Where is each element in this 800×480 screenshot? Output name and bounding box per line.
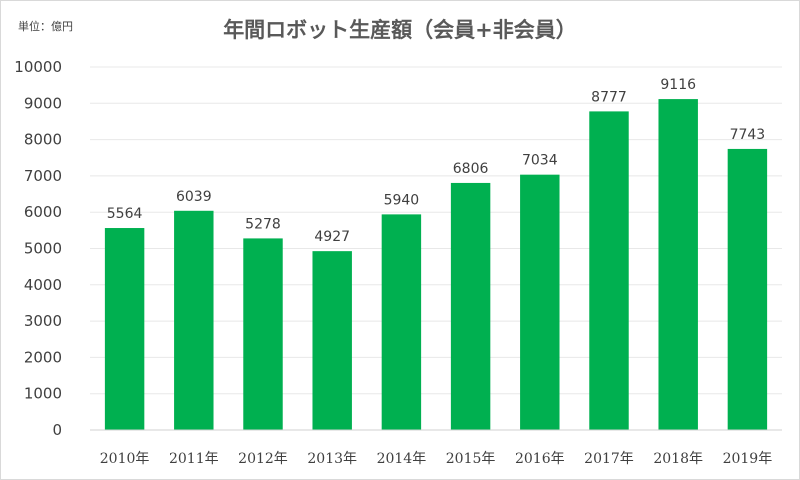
bar [104,228,145,430]
bar [658,99,698,430]
data-label: 6039 [176,189,212,205]
bar [381,214,422,430]
y-tick-label: 3000 [24,312,62,330]
y-tick-label: 0 [52,421,62,439]
data-label: 5940 [384,192,420,208]
y-tick-label: 10000 [14,58,62,76]
data-label: 5564 [107,206,143,222]
bar [727,148,768,431]
data-label: 8777 [591,89,627,105]
data-label: 7743 [730,127,766,143]
y-tick-label: 9000 [24,94,62,112]
y-axis-ticks: 0 1000 2000 3000 4000 5000 6000 7000 8000 9000 100… [14,58,62,439]
data-label: 7034 [522,153,558,169]
y-tick-label: 7000 [24,167,62,185]
bars [104,99,768,431]
unit-label: 単位：億円 [18,20,73,33]
y-tick-label: 8000 [24,131,62,149]
bar [174,210,214,430]
x-tick-label: 2017年 [584,451,634,467]
x-tick-label: 2011年 [169,451,219,467]
x-tick-label: 2010年 [100,451,150,467]
bar [450,182,491,430]
x-axis-ticks: 2010年 2011年 2012年 2013年 2014年 2015年 2016年 2017年… [100,451,772,467]
x-tick-label: 2012年 [238,451,288,467]
bar [243,238,283,430]
x-tick-label: 2016年 [515,451,565,467]
y-tick-label: 5000 [24,240,62,258]
y-tick-label: 6000 [24,203,62,221]
x-tick-label: 2013年 [307,451,357,467]
data-labels: 5564 6039 5278 4927 5940 6806 7034 8777 9116 7743 [107,77,765,245]
x-tick-label: 2018年 [653,451,703,467]
chart-title: 年間ロボット生産額（会員+非会員） [223,18,577,42]
data-label: 4927 [314,229,350,245]
x-tick-label: 2014年 [377,451,427,467]
data-label: 6806 [453,161,489,177]
x-tick-label: 2019年 [723,451,773,467]
data-label: 5278 [245,216,281,232]
y-tick-label: 1000 [24,385,62,403]
data-label: 9116 [660,77,696,93]
x-tick-label: 2015年 [446,451,496,467]
y-tick-label: 4000 [24,276,62,294]
y-tick-label: 2000 [24,348,62,366]
bar [520,174,560,430]
bar [312,251,352,430]
bar [589,111,629,430]
